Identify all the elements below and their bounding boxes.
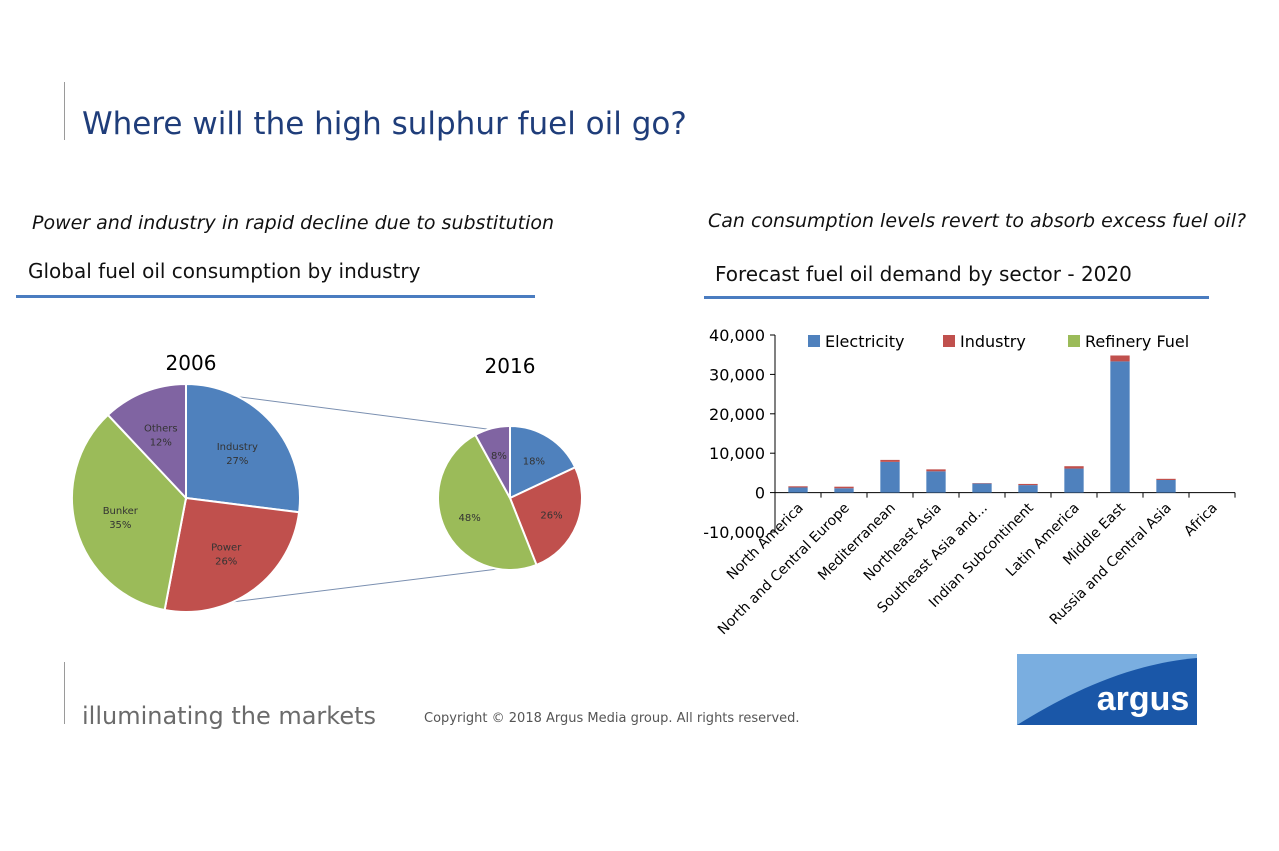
pie-slice-label: Bunker [103,506,139,517]
bottom-divider-line [64,662,65,724]
bar-segment [880,461,900,493]
logo-swoosh [1017,658,1197,725]
pie-slice [509,424,577,500]
bar-segment [1064,468,1084,493]
page-title: Where will the high sulphur fuel oil go? [82,106,687,142]
legend-swatch [1068,335,1080,347]
y-tick-label: 40,000 [709,326,765,345]
y-tick-label: 0 [755,484,765,503]
left-subtitle: Power and industry in rapid decline due … [32,212,555,234]
y-tick-label: 10,000 [709,444,765,463]
pie-slice-label: Industry [217,442,258,453]
pie-slice-percent: 26% [540,510,562,521]
bar-segment [1156,478,1176,480]
pie-slice [508,466,583,567]
pie-slice [473,424,511,499]
pie-slice [185,382,301,514]
bar-segment [880,459,900,462]
pie-connector-line [199,565,523,607]
legend-swatch [943,335,955,347]
pie-chart-underline [16,295,535,298]
legend-label: Industry [960,332,1026,351]
legend-label: Electricity [825,332,904,351]
bar-segment [834,488,854,493]
copyright-text: Copyright © 2018 Argus Media group. All … [424,711,800,726]
legend-swatch [808,335,820,347]
bar-segment [788,487,808,493]
bar-segment [1110,355,1130,362]
pie-slice-percent: 18% [523,456,545,467]
pie-slice [71,413,188,612]
pie-slice-percent: 27% [226,456,248,467]
pie-chart-title: Global fuel oil consumption by industry [28,259,421,283]
bar-segment [1018,483,1038,486]
bar-segment [834,486,854,489]
pie-slice-percent: 48% [458,513,480,524]
pie-year-title: 2016 [485,354,536,378]
right-subtitle: Can consumption levels revert to absorb … [708,210,1247,232]
pie-slice-percent: 35% [109,520,131,531]
bar-segment [1064,466,1084,469]
pie-slice-percent: 8% [491,451,507,462]
pie-slice-label: Power [211,542,242,553]
y-tick-label: 30,000 [709,365,765,384]
pie-slice-percent: 26% [215,556,237,567]
pie-charts: Industry 27% Power 26% Bunker 35% Others 12% 200… [71,351,583,613]
pie-year-title: 2006 [166,351,217,375]
bar-segment [926,471,946,493]
x-tick-label: Northeast Asia [861,500,945,584]
y-tick-label: 20,000 [709,405,765,424]
top-divider-line [64,82,65,140]
argus-logo: argus [1017,654,1197,725]
pie-slice [106,382,187,501]
pie-slice-percent: 12% [150,437,172,448]
x-tick-label: Africa [1181,500,1221,540]
y-tick-label: -10,000 [703,523,765,542]
pie-slice-label: Others [144,423,178,434]
bar-segment [1018,485,1038,493]
logo-wordmark: argus [1097,680,1190,718]
bar-segment [926,469,946,472]
bar-chart-title: Forecast fuel oil demand by sector - 202… [715,262,1132,286]
pie-slice [437,433,538,571]
bar-chart-underline [704,296,1209,299]
bar-segment [1110,361,1130,493]
bar-segment [1156,479,1176,493]
pie-slice [163,496,301,613]
bar-segment [972,483,992,493]
bar-segment [788,486,808,488]
legend-label: Refinery Fuel [1085,332,1189,351]
tagline: illuminating the markets [82,702,377,730]
